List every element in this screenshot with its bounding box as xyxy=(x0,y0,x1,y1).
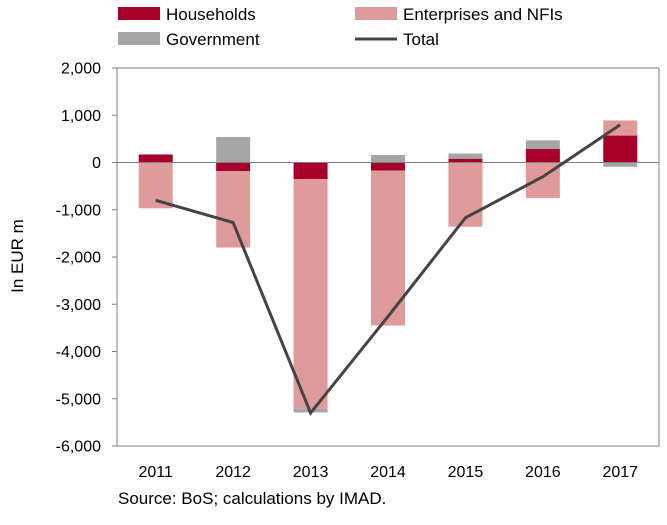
x-tick-label-2017: 2017 xyxy=(602,464,638,481)
bar-households-2017 xyxy=(603,136,637,163)
y-tick-label: -5,000 xyxy=(56,391,101,408)
source-note: Source: BoS; calculations by IMAD. xyxy=(118,489,386,509)
bar-government-2012 xyxy=(216,137,250,163)
y-tick-label: -2,000 xyxy=(56,250,101,267)
bar-households-2015 xyxy=(448,159,482,163)
legend-label-government: Government xyxy=(166,30,260,49)
bar-households-2012 xyxy=(216,163,250,172)
x-tick-label-2015: 2015 xyxy=(448,464,484,481)
plot-area: 2,000 1,000 0 -1,000 -2,000 -3,000 -4,000 -5,00… xyxy=(56,61,659,482)
x-tick-label-2016: 2016 xyxy=(525,464,561,481)
y-tick-label: -4,000 xyxy=(56,344,101,361)
y-tick-label: 0 xyxy=(92,155,101,172)
bar-government-2015 xyxy=(448,154,482,159)
bar-households-2011 xyxy=(139,154,173,162)
y-tick-label: 1,000 xyxy=(61,108,101,125)
bar-households-2013 xyxy=(294,163,328,180)
bar-government-2017 xyxy=(603,163,637,167)
y-tick-label: -6,000 xyxy=(56,439,101,456)
x-tick-label-2014: 2014 xyxy=(370,464,406,481)
x-tick-label-2013: 2013 xyxy=(293,464,329,481)
x-tick-label-2012: 2012 xyxy=(215,464,251,481)
y-axis-title: In EUR m xyxy=(8,219,27,293)
legend-swatch-government xyxy=(118,32,160,45)
bar-households-2016 xyxy=(526,149,560,163)
y-tick-label: -1,000 xyxy=(56,202,101,219)
bar-enterprises-and-nfis-2012 xyxy=(216,171,250,248)
bar-government-2016 xyxy=(526,140,560,149)
legend: Households Enterprises and NFIs Government… xyxy=(118,5,563,49)
bar-government-2014 xyxy=(371,155,405,163)
y-tick-label: -3,000 xyxy=(56,297,101,314)
bar-enterprises-and-nfis-2013 xyxy=(294,179,328,409)
legend-label-total: Total xyxy=(403,30,439,49)
legend-swatch-households xyxy=(118,7,160,20)
bar-households-2014 xyxy=(371,163,405,171)
y-tick-label: 2,000 xyxy=(61,61,101,78)
legend-label-enterprises-and-nfis: Enterprises and NFIs xyxy=(403,5,563,24)
legend-label-households: Households xyxy=(166,5,256,24)
legend-swatch-enterprises-and-nfis xyxy=(355,7,397,20)
x-tick-label-2011: 2011 xyxy=(139,464,174,481)
